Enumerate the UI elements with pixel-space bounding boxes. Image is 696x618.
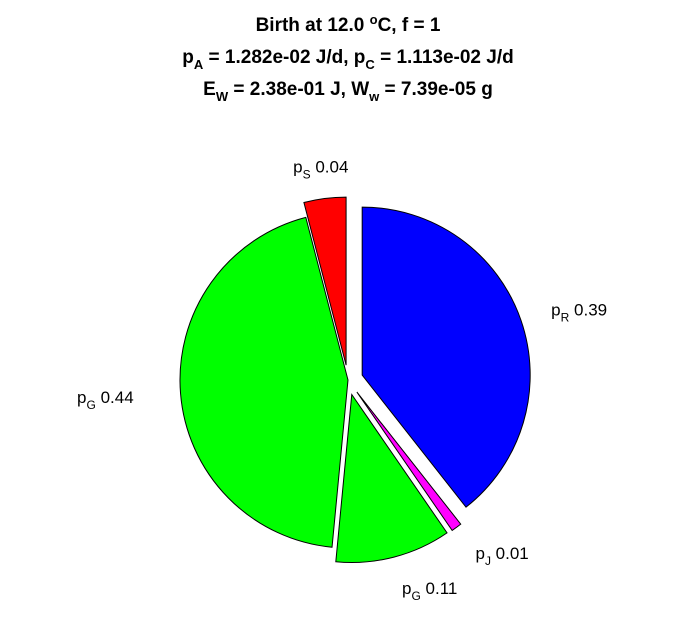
pie-slice-pj-1 (356, 391, 462, 532)
slice-label-2: pG 0.11 (402, 579, 457, 603)
slice-label-0: pR 0.39 (551, 301, 607, 325)
chart-title: Birth at 12.0 oC, f = 1 pA = 1.282e-02 J… (0, 12, 696, 108)
pie-slice-pg-2 (335, 393, 448, 563)
slice-label-3: pG 0.44 (77, 388, 134, 412)
slice-label-4: pS 0.04 (293, 158, 348, 182)
pie-slice-ps-4 (303, 196, 347, 366)
pie-slice-pg-3 (179, 216, 349, 548)
pie-slice-pr-0 (361, 206, 531, 508)
slice-label-1: pJ 0.01 (475, 544, 528, 568)
title-line-2: pA = 1.282e-02 J/d, pC = 1.113e-02 J/d (182, 47, 514, 72)
title-line-1: Birth at 12.0 oC, f = 1 (255, 11, 441, 36)
title-line-3: EW = 2.38e-01 J, Ww = 7.39e-05 g (203, 79, 493, 104)
